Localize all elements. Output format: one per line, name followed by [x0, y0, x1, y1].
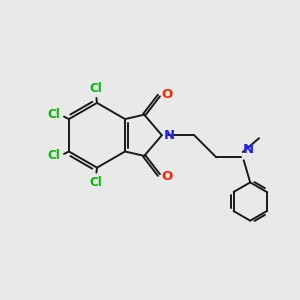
- Text: Cl: Cl: [89, 82, 102, 94]
- Text: N: N: [243, 143, 254, 156]
- Text: Cl: Cl: [47, 149, 60, 162]
- Text: N: N: [163, 129, 175, 142]
- Text: Cl: Cl: [89, 176, 102, 189]
- Text: O: O: [162, 170, 173, 183]
- Text: Cl: Cl: [47, 109, 60, 122]
- Text: O: O: [162, 88, 173, 100]
